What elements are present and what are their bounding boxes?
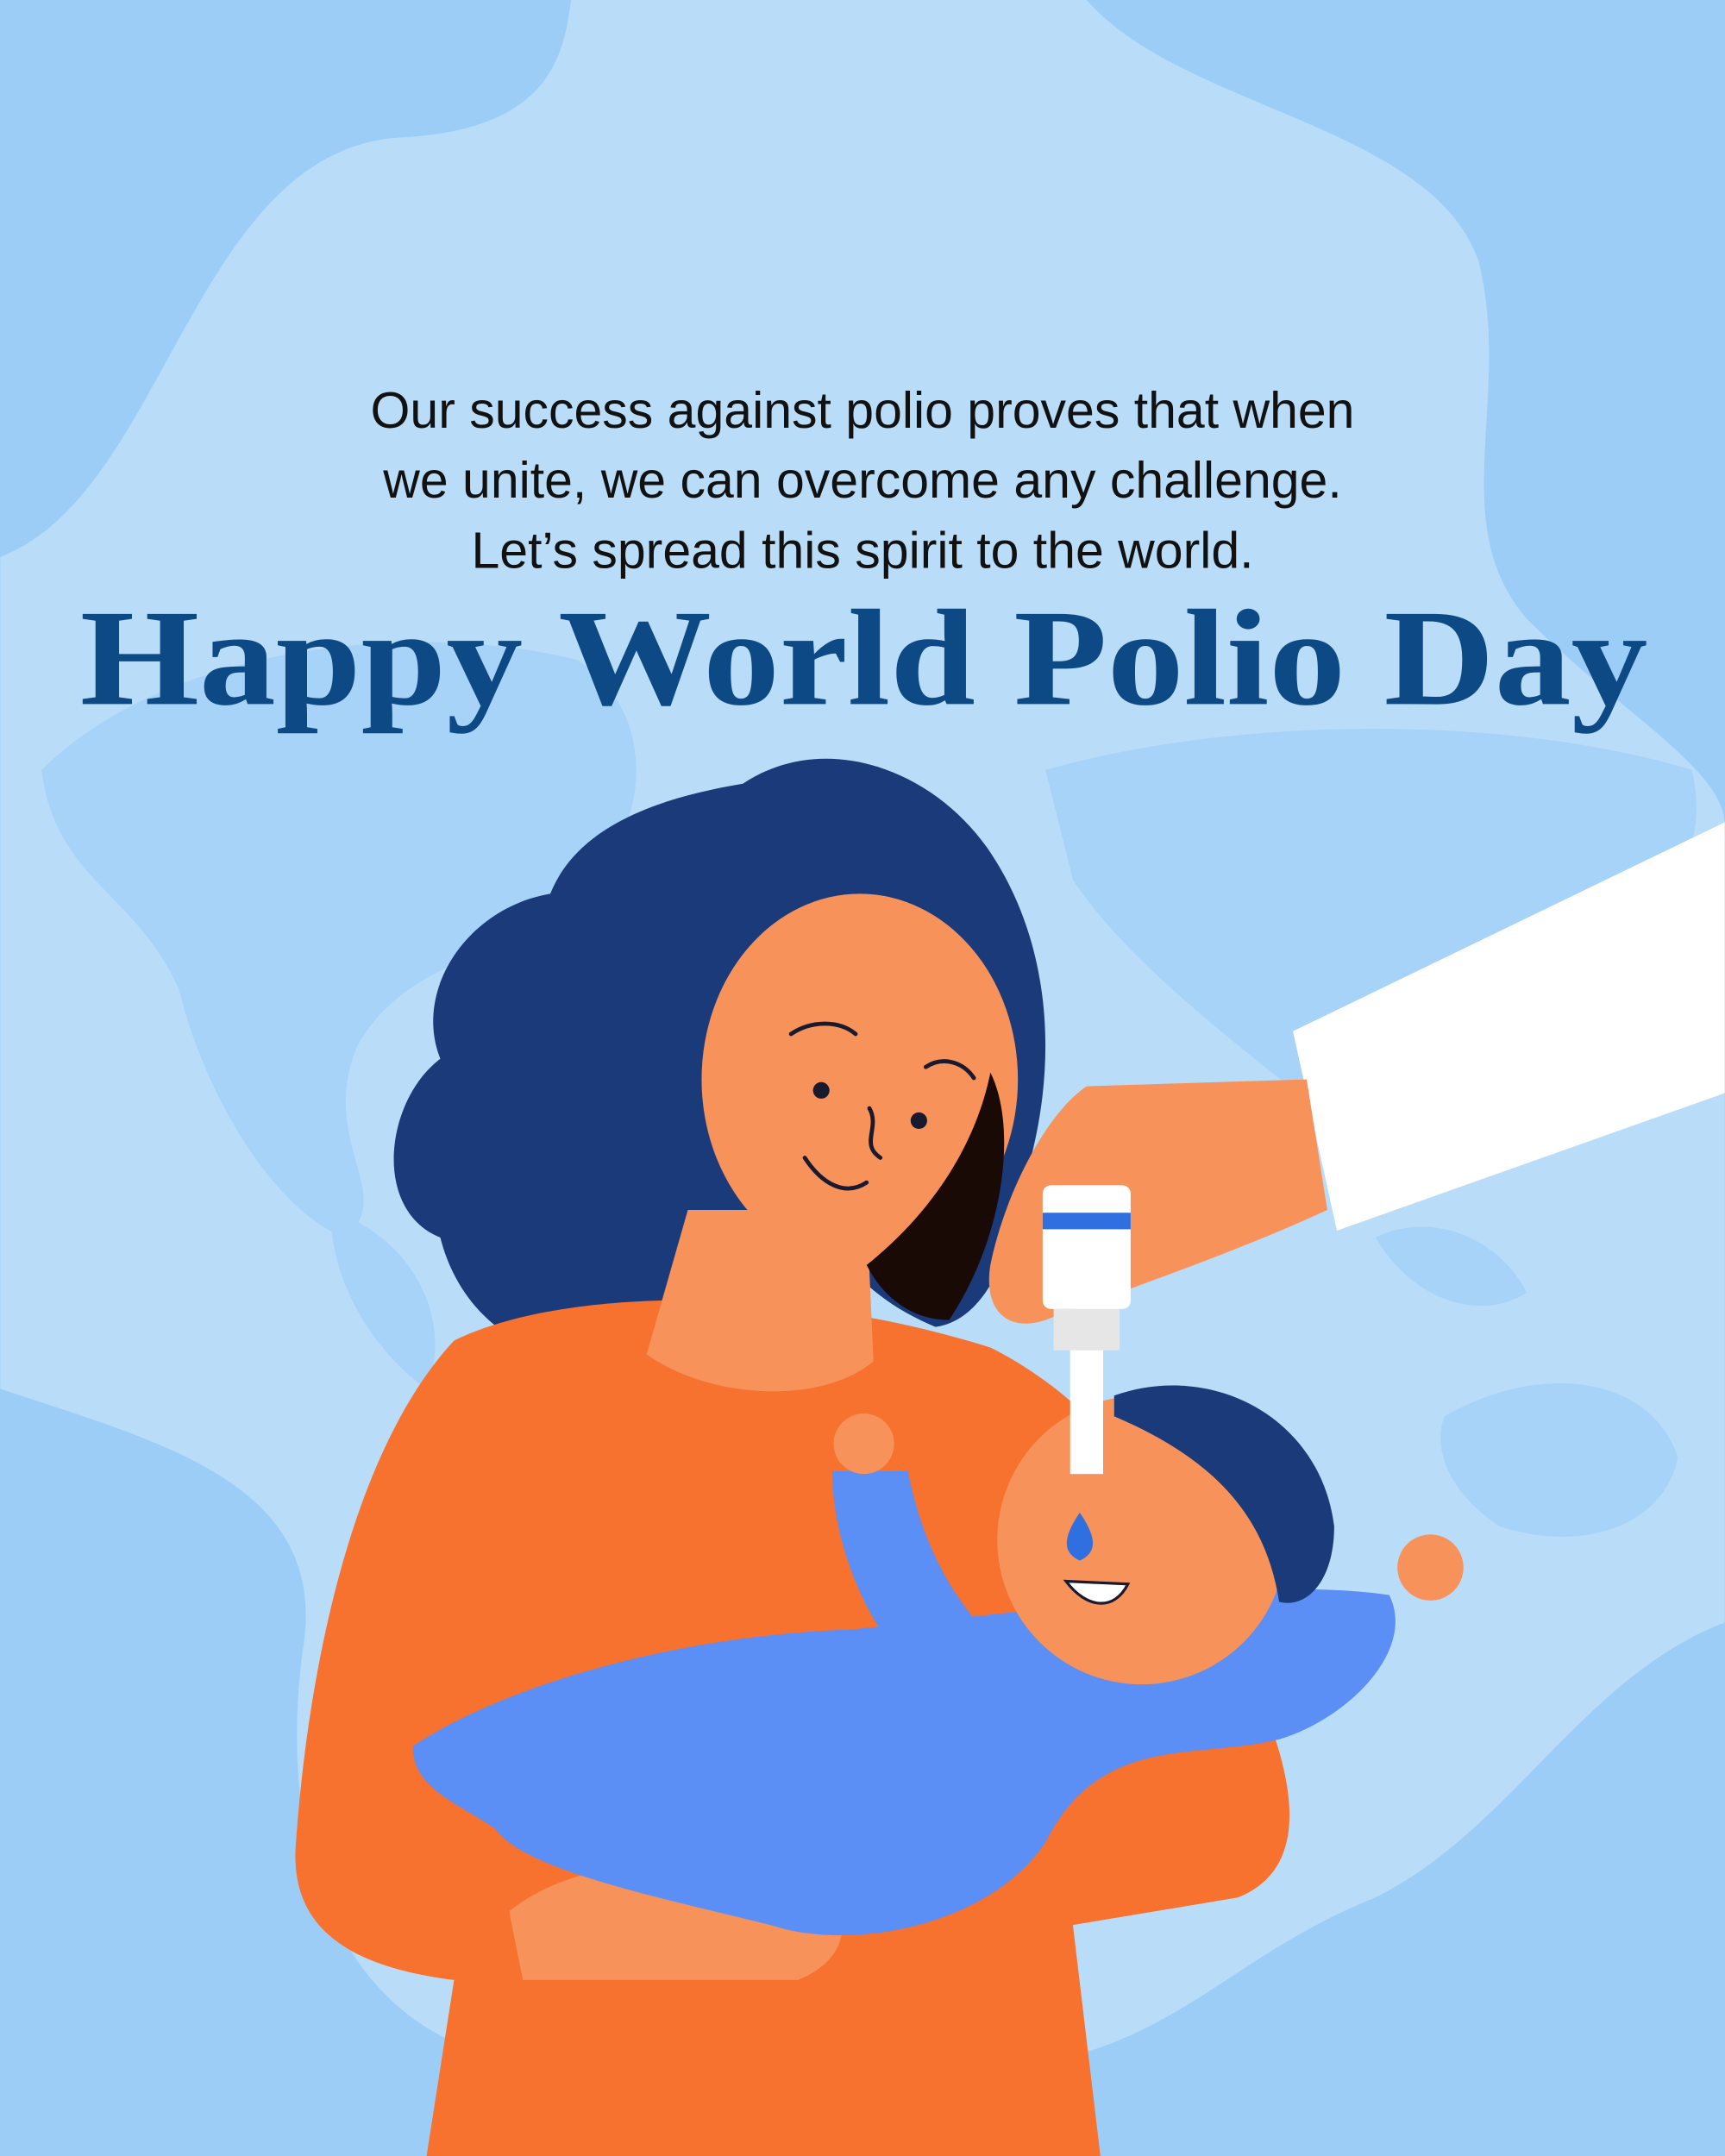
mother-eye-right xyxy=(910,1112,927,1129)
baby xyxy=(412,1385,1464,1936)
mother-eye-left xyxy=(812,1081,830,1099)
title: Happy World Polio Day xyxy=(80,582,1648,734)
message: Our success against polio proves that wh… xyxy=(371,382,1355,580)
message-line-1: Our success against polio proves that wh… xyxy=(371,382,1355,439)
message-line-2: we unite, we can overcome any challenge. xyxy=(382,452,1342,509)
mother-facial-features xyxy=(788,1021,976,1191)
dropper-bottle xyxy=(1042,1185,1131,1475)
baby-drop xyxy=(1066,1512,1094,1561)
baby-raised-arm xyxy=(831,1470,991,1651)
world-map xyxy=(41,642,1697,1537)
message-line-3: Let’s spread this spirit to the world. xyxy=(471,522,1253,579)
mother-face xyxy=(701,893,1019,1265)
doctor xyxy=(988,822,1725,1475)
baby-hand-right xyxy=(1397,1534,1464,1601)
baby-hand-left xyxy=(833,1413,894,1475)
doctor-sleeve xyxy=(1293,822,1725,1231)
baby-hair xyxy=(1113,1385,1334,1603)
baby-mouth xyxy=(1063,1579,1131,1605)
mother-dark-hair-shadow xyxy=(866,1072,1005,1320)
